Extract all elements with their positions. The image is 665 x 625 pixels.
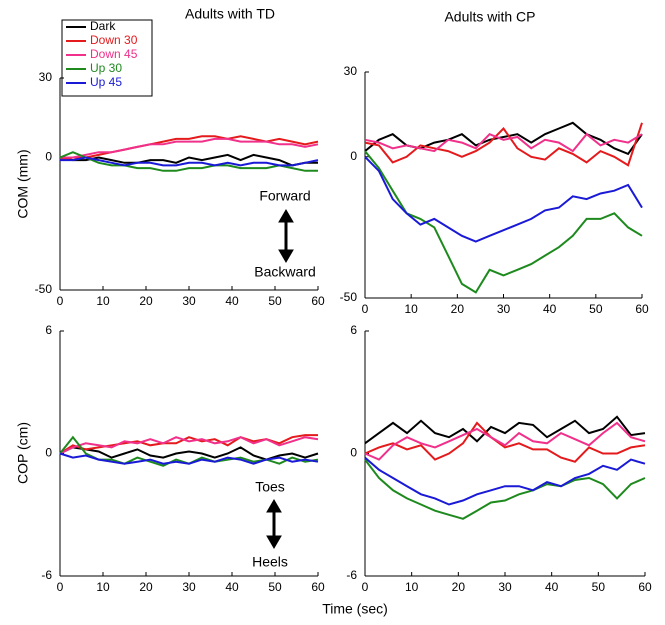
x-tick-label: 60: [311, 294, 325, 308]
legend-label: Down 45: [90, 47, 138, 61]
series-line: [364, 132, 643, 153]
series-line: [364, 156, 643, 243]
x-tick-label: 10: [96, 294, 110, 308]
x-tick-label: 50: [268, 580, 282, 594]
series-line: [59, 153, 318, 167]
x-tick-label: 0: [57, 294, 64, 308]
series-line: [60, 156, 319, 167]
series-line: [59, 452, 319, 465]
y-axis-label: COM (mm): [15, 149, 31, 218]
panel-title: Adults with TD: [185, 6, 275, 22]
x-tick-label: 40: [543, 302, 557, 316]
y-tick-label: -50: [340, 290, 358, 304]
y-tick-label: 6: [350, 323, 357, 337]
x-tick-label: 60: [638, 580, 652, 594]
y-tick-label: 0: [350, 149, 357, 163]
arrow: [266, 499, 282, 549]
x-tick-label: 20: [451, 302, 465, 316]
series-line: [59, 446, 319, 461]
y-tick-label: 6: [45, 323, 52, 337]
series-line: [60, 137, 319, 159]
annotation: Forward: [259, 188, 310, 204]
legend-label: Up 45: [90, 75, 122, 89]
x-axis-label: Time (sec): [322, 601, 388, 617]
annotation: Backward: [254, 264, 315, 280]
x-tick-label: 30: [497, 302, 511, 316]
y-tick-label: -6: [346, 568, 357, 582]
series-line: [364, 122, 643, 167]
x-tick-label: 40: [545, 580, 559, 594]
arrow: [278, 209, 294, 263]
y-tick-label: 0: [350, 446, 357, 460]
x-tick-label: 50: [592, 580, 606, 594]
x-tick-label: 10: [96, 580, 110, 594]
series-line: [364, 421, 646, 463]
series-line: [59, 135, 319, 162]
y-tick-label: 0: [45, 150, 52, 164]
x-tick-label: 10: [404, 302, 418, 316]
x-tick-label: 0: [362, 302, 369, 316]
legend-box: [61, 19, 153, 97]
legend-label: Up 30: [90, 61, 122, 75]
x-tick-label: 40: [225, 580, 239, 594]
y-tick-label: 0: [45, 446, 52, 460]
y-tick-label: 30: [39, 70, 53, 84]
x-tick-label: 50: [268, 294, 282, 308]
series-line: [59, 436, 319, 455]
x-tick-label: 20: [139, 580, 153, 594]
x-tick-label: 10: [405, 580, 419, 594]
series-line: [364, 415, 646, 445]
series-line: [364, 150, 643, 294]
x-tick-label: 30: [182, 294, 196, 308]
x-tick-label: 20: [139, 294, 153, 308]
x-tick-label: 60: [635, 302, 649, 316]
panel-title: Adults with CP: [444, 9, 535, 25]
annotation: Heels: [252, 554, 288, 570]
annotation: Toes: [255, 479, 285, 495]
legend-label: Down 30: [90, 33, 138, 47]
series-line: [364, 421, 646, 461]
x-tick-label: 50: [589, 302, 603, 316]
x-tick-label: 20: [452, 580, 466, 594]
x-tick-label: 0: [57, 580, 64, 594]
x-tick-label: 30: [182, 580, 196, 594]
y-tick-label: -6: [41, 568, 52, 582]
legend-label: Dark: [90, 19, 116, 33]
y-tick-label: 30: [344, 64, 358, 78]
x-tick-label: 0: [362, 580, 369, 594]
x-tick-label: 30: [498, 580, 512, 594]
series-line: [59, 151, 318, 172]
series-line: [364, 456, 646, 506]
y-tick-label: -50: [35, 282, 53, 296]
x-tick-label: 60: [311, 580, 325, 594]
y-axis-label: COP (cm): [15, 422, 31, 484]
series-line: [364, 458, 646, 520]
x-tick-label: 40: [225, 294, 239, 308]
